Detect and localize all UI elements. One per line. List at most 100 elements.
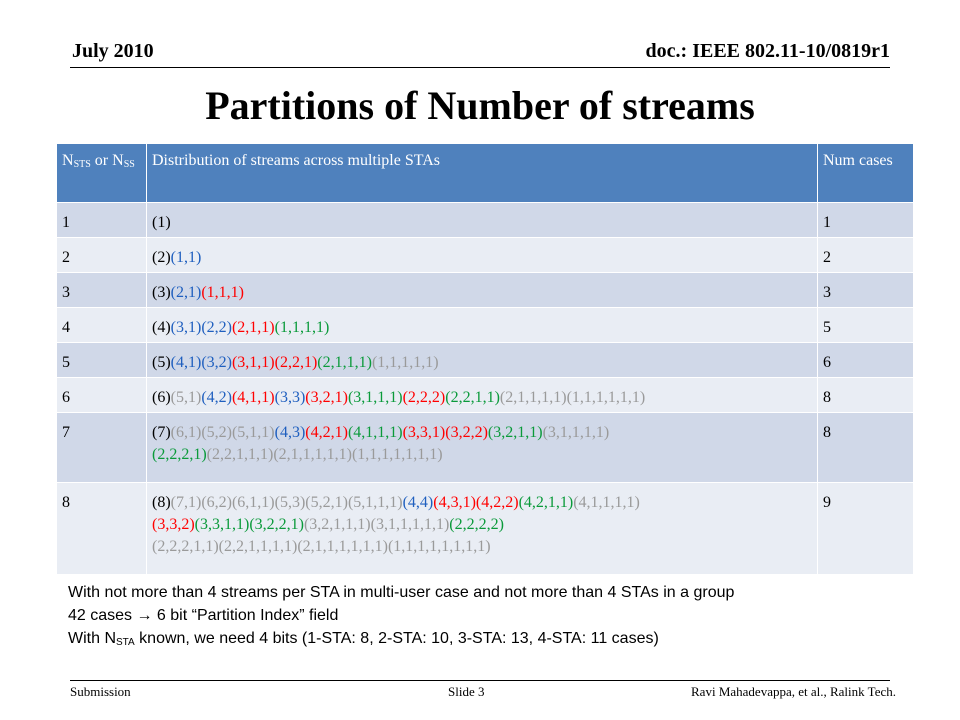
partition-item: (3,3,2) — [152, 516, 195, 533]
partition-item: (1,1,1,1) — [274, 319, 330, 336]
partition-item: (6,2) — [201, 494, 232, 511]
partition-item: (4) — [152, 319, 171, 336]
partition-item: (8) — [152, 494, 171, 511]
partition-item: (7,1) — [170, 494, 202, 511]
partition-item: (1,1) — [170, 249, 202, 266]
partition-item: (1,1,1) — [201, 284, 244, 301]
partitions-table: NSTS or NSS Distribution of streams acro… — [56, 143, 914, 575]
partition-item: (2,2,2,2) — [449, 516, 504, 533]
slide-title: Partitions of Number of streams — [205, 83, 755, 128]
partition-item: (2,2) — [201, 319, 232, 336]
partition-item: (5,1,1) — [231, 424, 275, 441]
partition-item: (3,1,1,1) — [347, 389, 403, 406]
partition-item: (2,1) — [170, 284, 202, 301]
partition-item: (2) — [152, 249, 171, 266]
partition-item: (3,2,1) — [305, 389, 348, 406]
partition-item: (2,2,2,1,1) — [152, 538, 219, 555]
partition-item: (4,1,1,1) — [347, 424, 403, 441]
cell-distribution: (7)(6,1)(5,2)(5,1,1)(4,3)(4,2,1)(4,1,1,1… — [146, 412, 818, 483]
partition-item: (5,2,1) — [305, 494, 348, 511]
footer-authors: Ravi Mahadevappa, et al., Ralink Tech. — [691, 684, 896, 699]
cell-distribution: (8)(7,1)(6,2)(6,1,1)(5,3)(5,2,1)(5,1,1,1… — [146, 482, 818, 575]
cell-stream-count: 3 — [56, 272, 147, 308]
partition-item: (1,1,1,1,1,1) — [566, 389, 646, 406]
partition-item: (3,2,2,1) — [249, 516, 304, 533]
partition-item: (5,3) — [274, 494, 306, 511]
partition-item: (4,1) — [170, 354, 202, 371]
partition-item: (3,1,1,1,1,1) — [370, 516, 450, 533]
partition-item: (5,2) — [201, 424, 232, 441]
partition-item: (2,1,1,1,1) — [499, 389, 567, 406]
cell-stream-count: 2 — [56, 237, 147, 273]
partition-item: (2,1,1,1,1,1) — [273, 446, 352, 463]
header-nsts-nss: NSTS or NSS — [56, 143, 147, 203]
table-row: 2 (2)(1,1) 2 — [56, 237, 914, 273]
partition-item: (2,1,1,1) — [317, 354, 372, 371]
partition-item: (4,2,2) — [475, 494, 519, 511]
cell-num-cases: 8 — [817, 377, 914, 413]
partition-item: (3,3,1) — [402, 424, 446, 441]
note-line-3: With NSTA known, we need 4 bits (1-STA: … — [68, 630, 659, 648]
header-num-cases: Num cases — [817, 143, 914, 203]
table-body: 1 (1) 1 2 (2)(1,1) 2 3 (3)(2,1)(1,1,1) 3 4 (4)(3,1… — [56, 202, 914, 575]
footer-submission: Submission — [70, 684, 131, 699]
partition-item: (2,2,1,1,1) — [206, 446, 274, 463]
partition-item: (2,2,2) — [402, 389, 446, 406]
table-row: 7 (7)(6,1)(5,2)(5,1,1)(4,3)(4,2,1)(4,1,1,… — [56, 412, 914, 483]
header-doc-id: doc.: IEEE 802.11-10/0819r1 — [645, 40, 890, 62]
note-line-2: 42 cases → 6 bit “Partition Index” field — [68, 607, 339, 624]
partition-item: (3,2) — [201, 354, 232, 371]
partition-item: (3) — [152, 284, 171, 301]
partition-item: (6) — [152, 389, 171, 406]
partition-item: (3,3) — [274, 389, 306, 406]
partition-item: (5) — [152, 354, 171, 371]
cell-stream-count: 4 — [56, 307, 147, 343]
partition-item: (4,1,1) — [231, 389, 275, 406]
partition-item: (1,1,1,1,1,1,1,1) — [387, 538, 491, 555]
cell-distribution: (6)(5,1)(4,2)(4,1,1)(3,3)(3,2,1)(3,1,1,1… — [146, 377, 818, 413]
table-row: 6 (6)(5,1)(4,2)(4,1,1)(3,3)(3,2,1)(3,1,1,… — [56, 377, 914, 413]
partition-item: (4,2,1,1) — [518, 494, 574, 511]
partition-item: (3,1,1) — [231, 354, 275, 371]
partition-item: (4,2,1) — [305, 424, 348, 441]
partition-item: (5,1,1,1) — [347, 494, 403, 511]
cell-distribution: (1) — [146, 202, 818, 238]
partition-item: (3,2,1,1) — [487, 424, 543, 441]
cell-num-cases: 6 — [817, 342, 914, 378]
partition-item: (1) — [152, 214, 171, 231]
partition-item: (3,3,1,1) — [194, 516, 250, 533]
header-divider — [70, 67, 890, 68]
partition-item: (4,2) — [201, 389, 232, 406]
table-header-row: NSTS or NSS Distribution of streams acro… — [56, 143, 914, 203]
table-row: 3 (3)(2,1)(1,1,1) 3 — [56, 272, 914, 308]
partition-item: (2,2,2,1) — [152, 446, 207, 463]
partition-item: (2,1,1) — [231, 319, 275, 336]
cell-distribution: (3)(2,1)(1,1,1) — [146, 272, 818, 308]
cell-num-cases: 1 — [817, 202, 914, 238]
header-date: July 2010 — [72, 40, 154, 62]
partition-item: (3,2,1,1,1) — [303, 516, 371, 533]
table-row: 5 (5)(4,1)(3,2)(3,1,1)(2,2,1)(2,1,1,1)(1,… — [56, 342, 914, 378]
table-row: 4 (4)(3,1)(2,2)(2,1,1)(1,1,1,1) 5 — [56, 307, 914, 343]
partition-item: (1,1,1,1,1) — [371, 354, 439, 371]
partition-item: (4,1,1,1,1) — [573, 494, 640, 511]
partition-item: (4,3) — [274, 424, 306, 441]
partition-item: (4,4) — [402, 494, 434, 511]
partition-item: (7) — [152, 424, 171, 441]
partition-item: (5,1) — [170, 389, 202, 406]
note-line-1: With not more than 4 streams per STA in … — [68, 584, 735, 601]
partition-item: (2,2,1,1,1,1) — [218, 538, 298, 555]
header-distribution: Distribution of streams across multiple … — [146, 143, 818, 203]
cell-stream-count: 8 — [56, 482, 147, 575]
partition-item: (1,1,1,1,1,1,1) — [351, 446, 443, 463]
cell-distribution: (4)(3,1)(2,2)(2,1,1)(1,1,1,1) — [146, 307, 818, 343]
cell-stream-count: 1 — [56, 202, 147, 238]
partition-item: (2,2,1) — [274, 354, 318, 371]
cell-num-cases: 9 — [817, 482, 914, 575]
partition-item: (4,3,1) — [433, 494, 476, 511]
table-row: 8 (8)(7,1)(6,2)(6,1,1)(5,3)(5,2,1)(5,1,1,… — [56, 482, 914, 575]
partition-item: (6,1,1) — [231, 494, 275, 511]
footer-divider — [70, 680, 890, 681]
cell-distribution: (5)(4,1)(3,2)(3,1,1)(2,2,1)(2,1,1,1)(1,1… — [146, 342, 818, 378]
cell-stream-count: 6 — [56, 377, 147, 413]
